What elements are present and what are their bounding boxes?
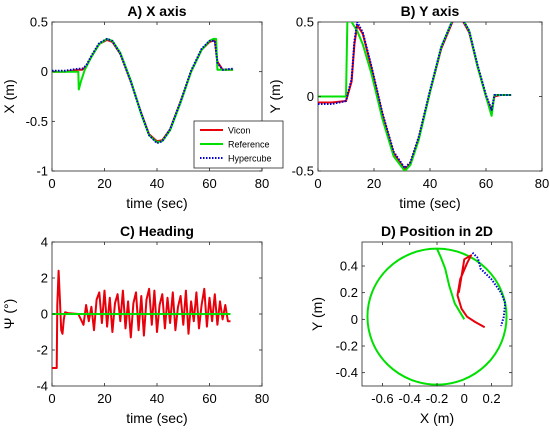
x-tick-label: 80 — [535, 176, 549, 191]
x-tick-label: 40 — [150, 391, 164, 406]
x-tick-label: 40 — [150, 176, 164, 191]
y-axis-label: Y (m) — [309, 297, 325, 331]
plot-marks — [318, 22, 512, 171]
x-tick-label: 60 — [479, 176, 493, 191]
x-tick-label: 60 — [202, 176, 216, 191]
series-hypercube-line — [471, 251, 507, 327]
chart-title: B) Y axis — [401, 3, 460, 19]
legend-label-reference: Reference — [228, 140, 270, 150]
y-tick-label: 0.4 — [340, 259, 358, 274]
x-tick-label: 60 — [202, 391, 216, 406]
x-tick-label: 0 — [314, 176, 321, 191]
y-axis-label: Y (m) — [267, 80, 283, 114]
chart-heading: 0 20 40 60 80 -4 -2 0 2 4 C) Heading time (sec) Ψ (°… — [1, 223, 269, 426]
series-hypercube-line — [52, 37, 234, 145]
series-vicon-line — [456, 254, 486, 329]
y-tick-label: 4 — [41, 235, 48, 250]
x-tick-label: 80 — [255, 176, 269, 191]
x-tick-label: 0 — [48, 391, 55, 406]
legend: Vicon Reference Hypercube — [193, 120, 284, 169]
legend-label-vicon: Vicon — [228, 126, 250, 136]
x-axis-label: time (sec) — [126, 195, 187, 211]
y-tick-label: -2 — [36, 343, 48, 358]
y-tick-label: -1 — [36, 164, 48, 179]
y-tick-label: 0.2 — [340, 285, 358, 300]
y-axis-label: X (m) — [1, 79, 17, 113]
plot-area — [317, 21, 543, 172]
chart-position-2d: -0.6 -0.4 -0.2 0 0.2 -0.4 -0.2 0 0.2 0.4 D) Positi… — [309, 223, 513, 426]
x-tick-label: 20 — [97, 176, 111, 191]
y-tick-label: 0.5 — [30, 15, 48, 30]
y-tick-label: -0.2 — [336, 339, 358, 354]
y-tick-label: 0 — [41, 307, 48, 322]
x-axis-label: time (sec) — [399, 195, 460, 211]
y-tick-label: -4 — [36, 379, 48, 394]
legend-label-hypercube: Hypercube — [228, 154, 272, 164]
plot-marks — [52, 269, 231, 369]
chart-title: D) Position in 2D — [381, 223, 493, 239]
x-axis-label: X (m) — [420, 410, 454, 426]
x-axis-label: time (sec) — [126, 410, 187, 426]
x-tick-label: 40 — [423, 176, 437, 191]
y-tick-label: 0.5 — [296, 15, 314, 30]
y-tick-label: -0.4 — [336, 365, 358, 380]
chart-title: C) Heading — [120, 223, 194, 239]
chart-x-axis: 0 20 40 60 80 -1 -0.5 0 0.5 A) X axis time (sec) X … — [1, 3, 284, 211]
x-tick-label: 0 — [461, 391, 468, 406]
x-tick-label: -0.6 — [371, 391, 393, 406]
y-tick-label: 2 — [41, 271, 48, 286]
y-tick-label: -0.5 — [26, 114, 48, 129]
x-tick-label: 0 — [48, 176, 55, 191]
y-tick-label: 0 — [351, 312, 358, 327]
series-hypercube-line — [318, 22, 512, 169]
y-axis-label: Ψ (°) — [1, 299, 17, 330]
series-reference-line — [436, 248, 466, 320]
y-tick-label: 0 — [41, 64, 48, 79]
x-tick-label: -0.4 — [399, 391, 421, 406]
y-tick-label: -0.5 — [292, 164, 314, 179]
y-tick-label: 0 — [307, 89, 314, 104]
x-tick-label: 80 — [255, 391, 269, 406]
plot-marks — [52, 37, 234, 145]
x-tick-label: 20 — [97, 391, 111, 406]
x-tick-label: 20 — [367, 176, 381, 191]
x-tick-label: 0.2 — [483, 391, 501, 406]
plot-area — [361, 241, 513, 387]
chart-title: A) X axis — [127, 3, 186, 19]
series-vicon-line — [52, 269, 231, 369]
x-tick-label: -0.2 — [426, 391, 448, 406]
